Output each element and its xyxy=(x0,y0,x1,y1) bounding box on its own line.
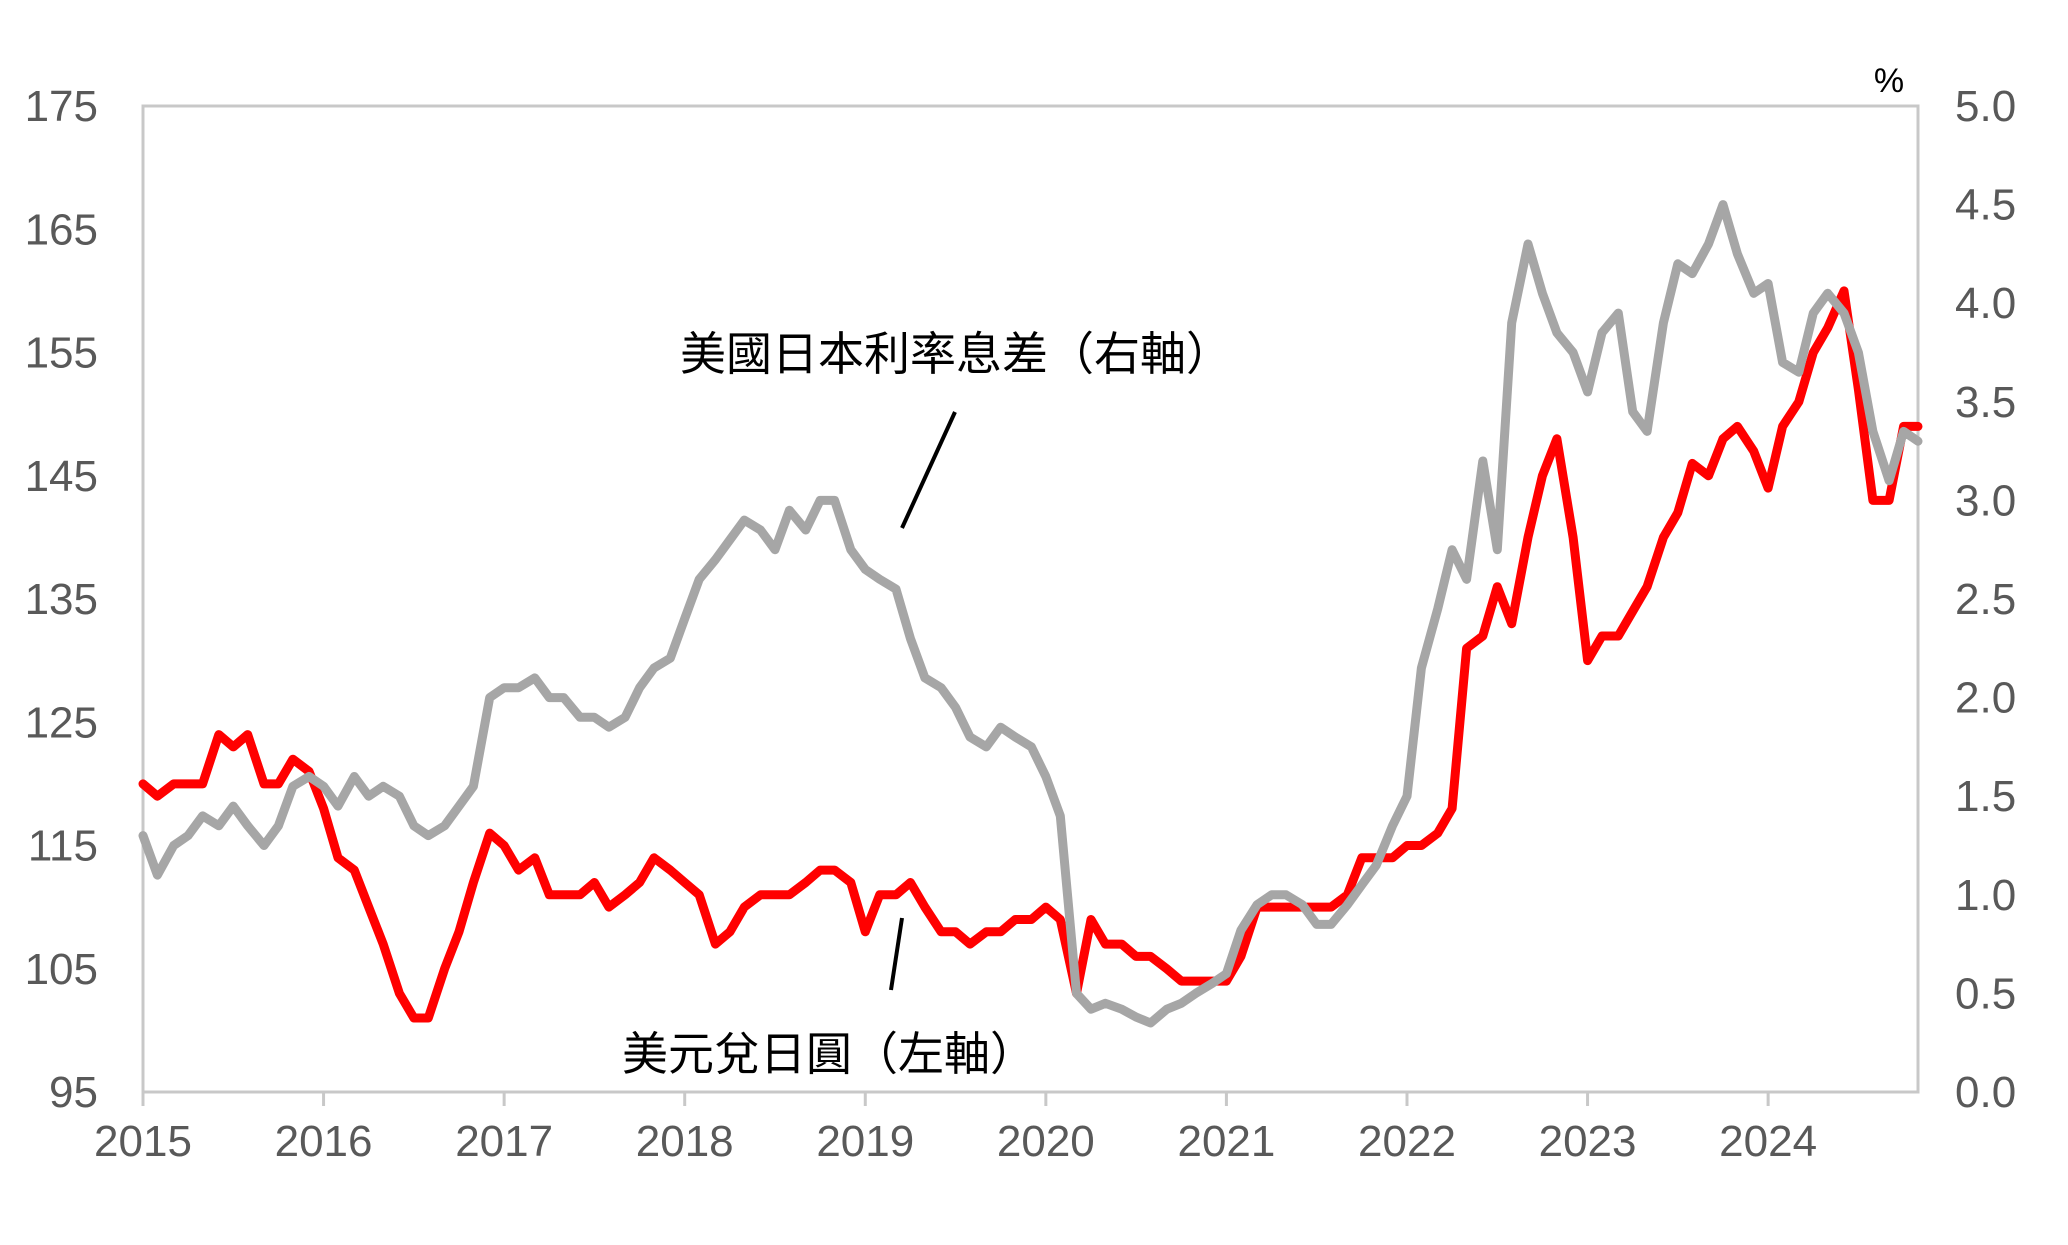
usdjpy-annotation-leader xyxy=(889,917,904,991)
left-tick-label: 155 xyxy=(25,329,98,378)
x-tick-label: 2015 xyxy=(94,1117,192,1166)
series-layer xyxy=(138,200,1923,1028)
right-axis-unit: % xyxy=(1874,62,1904,100)
left-tick-label: 165 xyxy=(25,205,98,254)
left-tick-label: 105 xyxy=(25,945,98,994)
x-tick-label: 2020 xyxy=(997,1117,1095,1166)
left-axis-labels: 175 165 155 145 135 125 115 105 95 xyxy=(25,82,98,1117)
x-axis-labels: 2015 2016 2017 2018 2019 2020 2021 2022 2023 2024 xyxy=(94,1117,1817,1166)
right-tick-label: 1.0 xyxy=(1955,871,2016,920)
right-tick-label: 0.5 xyxy=(1955,969,2016,1018)
spread-annotation-leader xyxy=(900,411,957,529)
x-axis-ticks xyxy=(141,1092,1770,1106)
rate-spread-line xyxy=(138,200,1923,1028)
left-tick-label: 135 xyxy=(25,575,98,624)
left-tick-label: 95 xyxy=(49,1068,98,1117)
right-tick-label: 5.0 xyxy=(1955,82,2016,131)
left-tick-label: 175 xyxy=(25,82,98,131)
x-tick-label: 2018 xyxy=(636,1117,734,1166)
usdjpy-line xyxy=(138,286,1923,1023)
right-tick-label: 2.5 xyxy=(1955,575,2016,624)
x-tick-label: 2022 xyxy=(1358,1117,1456,1166)
right-tick-label: 3.0 xyxy=(1955,476,2016,525)
right-tick-label: 0.0 xyxy=(1955,1068,2016,1117)
x-tick-label: 2023 xyxy=(1539,1117,1637,1166)
x-tick-label: 2016 xyxy=(275,1117,373,1166)
right-tick-label: 4.0 xyxy=(1955,279,2016,328)
right-tick-label: 3.5 xyxy=(1955,378,2016,427)
usdjpy-annotation: 美元兌日圓（左軸） xyxy=(622,1027,1036,1081)
x-tick-label: 2024 xyxy=(1719,1117,1817,1166)
plot-frame xyxy=(141,104,1920,1094)
left-tick-label: 115 xyxy=(28,822,98,871)
right-axis-labels: 5.0 4.5 4.0 3.5 3.0 2.5 2.0 1.5 1.0 0.5 0.0 xyxy=(1955,82,2016,1117)
x-tick-label: 2021 xyxy=(1177,1117,1275,1166)
spread-annotation: 美國日本利率息差（右軸） xyxy=(680,327,1232,381)
left-tick-label: 125 xyxy=(25,698,98,747)
right-tick-label: 1.5 xyxy=(1955,772,2016,821)
x-tick-label: 2017 xyxy=(455,1117,553,1166)
x-tick-label: 2019 xyxy=(816,1117,914,1166)
right-tick-label: 2.0 xyxy=(1955,674,2016,723)
left-tick-label: 145 xyxy=(25,452,98,501)
right-tick-label: 4.5 xyxy=(1955,181,2016,230)
